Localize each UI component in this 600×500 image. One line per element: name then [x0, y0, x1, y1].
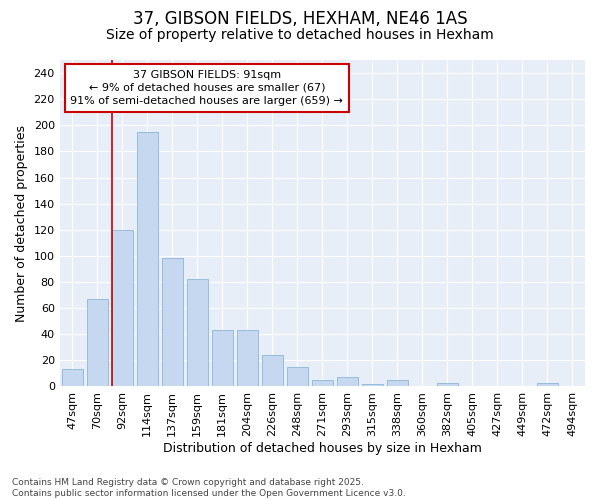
Bar: [312, 380, 333, 386]
X-axis label: Distribution of detached houses by size in Hexham: Distribution of detached houses by size …: [163, 442, 482, 455]
Text: Size of property relative to detached houses in Hexham: Size of property relative to detached ho…: [106, 28, 494, 42]
Bar: [287, 367, 308, 386]
Bar: [137, 132, 158, 386]
Bar: [362, 384, 383, 386]
Text: Contains HM Land Registry data © Crown copyright and database right 2025.
Contai: Contains HM Land Registry data © Crown c…: [12, 478, 406, 498]
Text: 37, GIBSON FIELDS, HEXHAM, NE46 1AS: 37, GIBSON FIELDS, HEXHAM, NE46 1AS: [133, 10, 467, 28]
Bar: [187, 280, 208, 386]
Bar: [262, 355, 283, 386]
Y-axis label: Number of detached properties: Number of detached properties: [15, 124, 28, 322]
Bar: [62, 370, 83, 386]
Bar: [86, 299, 108, 386]
Bar: [112, 230, 133, 386]
Bar: [387, 380, 408, 386]
Bar: [212, 330, 233, 386]
Bar: [337, 378, 358, 386]
Text: 37 GIBSON FIELDS: 91sqm
← 9% of detached houses are smaller (67)
91% of semi-det: 37 GIBSON FIELDS: 91sqm ← 9% of detached…: [70, 70, 343, 106]
Bar: [437, 382, 458, 386]
Bar: [236, 330, 258, 386]
Bar: [537, 382, 558, 386]
Bar: [161, 258, 183, 386]
